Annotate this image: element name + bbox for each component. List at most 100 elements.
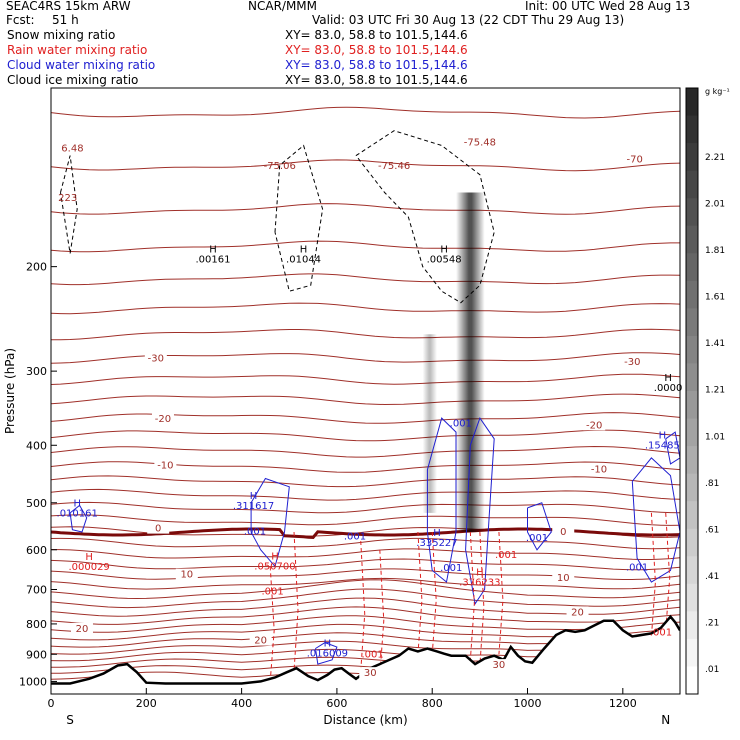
isotherm-line — [51, 393, 680, 406]
contour-value-label: .001 — [626, 562, 648, 573]
colorbar-unit: g kg⁻¹ — [705, 87, 730, 96]
min-value-label: 223 — [58, 193, 77, 204]
label-halo — [249, 634, 272, 646]
contour-value-label: .001 — [440, 563, 462, 574]
isotherm-line — [51, 445, 680, 458]
isotherm-label: -30 — [148, 354, 164, 365]
y-tick-label: 400 — [26, 439, 47, 452]
isotherm-label: -20 — [155, 414, 171, 425]
min-value-label: -75.48 — [464, 138, 496, 149]
y-axis-label: Pressure (hPa) — [3, 348, 17, 434]
isotherm-line — [51, 106, 680, 119]
label-halo — [151, 412, 174, 424]
max-marker-h: H — [324, 639, 332, 650]
x-tick-label: 800 — [422, 697, 443, 710]
label-halo — [487, 659, 510, 671]
model-title: SEAC4RS 15km ARW — [6, 0, 131, 13]
legend-snow-xy: XY= 83.0, 58.8 to 101.5,144.6 — [285, 28, 468, 42]
isotherm-line — [51, 577, 680, 590]
legend-cloudwater-xy: XY= 83.0, 58.8 to 101.5,144.6 — [285, 58, 468, 72]
colorbar-tick-label: .01 — [705, 665, 719, 675]
colorbar-tick-label: .81 — [705, 479, 719, 489]
snow-plume-secondary — [422, 334, 437, 513]
max-value-label: .016009 — [307, 649, 348, 660]
contour-value-label: .001 — [450, 419, 472, 430]
max-value-label: .0000 — [654, 383, 683, 394]
colorbar-swatch — [686, 308, 698, 337]
cloud-ice-contour — [60, 155, 78, 254]
isotherm-label: -70 — [627, 154, 643, 165]
isotherm-line — [51, 501, 680, 514]
colorbar-swatch — [686, 501, 698, 530]
x-tick-label: 1000 — [514, 697, 542, 710]
isotherm-label: -30 — [624, 357, 640, 368]
colorbar-swatch — [686, 225, 698, 254]
colorbar-swatch — [686, 556, 698, 585]
label-halo — [587, 463, 610, 475]
rain-water-contour — [417, 531, 423, 655]
isotherm-line — [51, 203, 680, 215]
min-value-label: -75.46 — [378, 161, 410, 172]
colorbar-tick-label: 1.21 — [705, 386, 725, 396]
isotherm-line — [51, 475, 680, 488]
isotherm-line — [51, 568, 680, 580]
cloud-water-contour — [426, 417, 457, 583]
isotherm-label: -10 — [591, 465, 607, 476]
colorbar-swatch — [686, 611, 698, 640]
isotherm-line — [51, 615, 680, 633]
isotherm-label: 30 — [493, 660, 506, 671]
rain-water-contour — [479, 531, 485, 666]
plot-frame — [50, 87, 681, 695]
rain-water-contour — [498, 531, 504, 655]
colorbar-swatch — [686, 143, 698, 172]
y-tick-label: 700 — [26, 584, 47, 597]
colorbar-tick-label: 1.81 — [705, 246, 725, 256]
colorbar-swatch — [686, 115, 698, 144]
colorbar-swatch — [686, 170, 698, 199]
colorbar-swatch — [686, 280, 698, 309]
max-value-label: .01044 — [286, 255, 321, 266]
legend-rain-xy: XY= 83.0, 58.8 to 101.5,144.6 — [285, 43, 468, 57]
colorbar-swatch — [686, 638, 698, 667]
contour-value-label: .001 — [650, 627, 672, 638]
label-halo — [70, 622, 93, 634]
max-value-label: .00161 — [196, 255, 231, 266]
endpoint-south: S — [66, 713, 74, 727]
max-marker-h: H — [433, 528, 441, 539]
cloud-water-contour — [527, 502, 552, 551]
isotherm-line — [51, 537, 680, 550]
max-marker-h: H — [659, 430, 667, 441]
snow-plume — [456, 192, 485, 532]
init-time: Init: 00 UTC Wed 28 Aug 13 — [525, 0, 691, 13]
colorbar-swatch — [686, 198, 698, 227]
terrain-fill — [51, 616, 680, 694]
isotherm-line — [51, 302, 680, 315]
max-marker-h: H — [271, 552, 279, 563]
y-tick-label: 800 — [26, 618, 47, 631]
isotherm-line — [51, 579, 680, 600]
colorbar-tick-label: 1.01 — [705, 432, 725, 442]
label-halo — [154, 459, 177, 471]
colorbar-tick-label: 2.01 — [705, 200, 725, 210]
max-marker-h: H — [209, 245, 217, 256]
legend-cloudice-name: Cloud ice mixing ratio — [7, 73, 139, 87]
isotherm-label: 20 — [571, 607, 584, 618]
isotherm-label: 10 — [557, 573, 570, 584]
max-value-label: .050700 — [254, 562, 295, 573]
colorbar-tick-label: .61 — [705, 525, 719, 535]
contour-value-label: .001 — [244, 526, 266, 537]
isotherm-label: 20 — [254, 636, 267, 647]
colorbar-swatch — [686, 418, 698, 447]
forecast-label: Fcst: — [6, 13, 35, 27]
label-halo — [583, 419, 606, 431]
rain-water-contour — [379, 549, 385, 677]
isotherm-label: 20 — [76, 624, 89, 635]
rain-water-contour — [269, 566, 275, 682]
max-marker-h: H — [476, 567, 484, 578]
isotherm-line — [51, 373, 680, 385]
cloud-water-contour — [69, 504, 88, 533]
cloud-ice-contour — [355, 130, 495, 304]
isotherm-line — [51, 488, 680, 501]
plot-background — [51, 88, 680, 694]
contour-value-label: .001 — [495, 550, 517, 561]
